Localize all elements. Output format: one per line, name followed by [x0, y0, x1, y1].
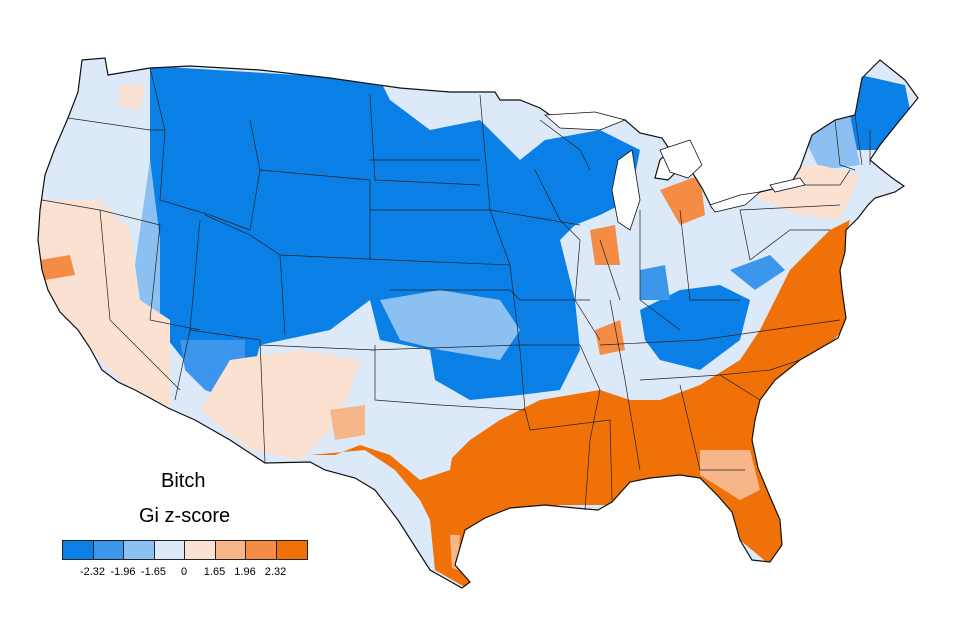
legend-swatch-6	[246, 541, 277, 559]
legend-tick-label: -2.32	[79, 566, 106, 578]
map-title: Bitch	[161, 470, 206, 492]
legend-tick-label: 1.65	[203, 566, 226, 578]
legend-swatch-0	[63, 541, 94, 559]
state-boundaries	[41, 67, 871, 511]
legend-swatch-5	[215, 541, 246, 559]
legend-tick-label: -1.96	[110, 566, 136, 578]
us-outline	[37, 57, 919, 589]
great-lakes	[543, 111, 806, 231]
legend-swatch-7	[276, 541, 307, 559]
legend-tick-label: 1.96	[234, 566, 256, 578]
legend-swatch-3	[154, 541, 185, 559]
legend-tick-label: 0	[180, 566, 188, 578]
legend-swatch-1	[93, 541, 124, 559]
legend-tick-label: -1.65	[140, 566, 167, 578]
legend-tick-label: 2.32	[264, 566, 287, 578]
legend-swatch-2	[124, 541, 155, 559]
legend-color-bar	[62, 540, 308, 560]
legend-swatch-4	[185, 541, 216, 559]
legend-title: Gi z-score	[139, 505, 231, 527]
